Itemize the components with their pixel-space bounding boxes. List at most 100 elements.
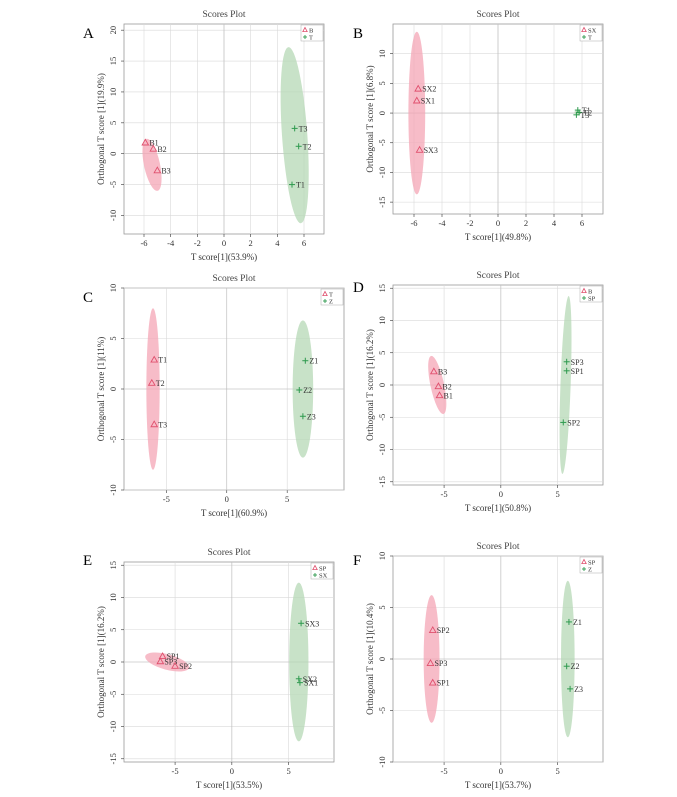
- data-point-sp1: [158, 652, 167, 660]
- data-point-b1: [435, 391, 444, 399]
- confidence-ellipse-sp: [145, 652, 190, 672]
- y-tick-label: 0: [108, 152, 118, 156]
- data-point-t2: [147, 378, 156, 386]
- data-point-b2: [149, 144, 158, 152]
- point-label: SP2: [567, 418, 580, 427]
- panel-a: A Scores Plot -6 -4 -2 0 2 4 6 -10 -5 0 5 10 15 20 T sco…: [83, 10, 325, 262]
- y-tick-label: 15: [108, 57, 118, 66]
- y-tick-label: -10: [108, 484, 118, 495]
- legend-marker-triangle: [581, 26, 587, 33]
- data-point-z3: [299, 413, 306, 420]
- point-label: B1: [444, 391, 453, 400]
- x-tick-label: -5: [441, 489, 448, 499]
- x-tick-label: 0: [225, 494, 229, 504]
- legend-marker-plus: [582, 35, 586, 39]
- panel-e: E Scores Plot -5 0 5 -15 -10 -5 0 5 10 15 T score[1]…: [83, 548, 335, 790]
- data-point-t1: [289, 181, 295, 188]
- point-label: Z3: [307, 412, 316, 421]
- panel-label: E: [83, 553, 92, 569]
- x-tick-label: -2: [466, 218, 473, 228]
- legend: SXT: [579, 24, 603, 41]
- data-point-b3: [429, 367, 438, 375]
- data-point-z2: [296, 387, 303, 394]
- data-point-sx3: [415, 145, 424, 153]
- y-tick-label: 0: [108, 387, 118, 391]
- y-tick-label: 10: [108, 88, 118, 97]
- panel-d: D Scores Plot -5 0 5 -15 -10 -5 0 5 10 15 T score[1]…: [353, 271, 604, 513]
- point-label: SX3: [424, 146, 438, 155]
- x-tick-label: 4: [275, 238, 280, 248]
- y-tick-label: -10: [108, 721, 118, 732]
- legend-marker-triangle: [302, 26, 308, 33]
- y-tick-label: 5: [377, 351, 387, 355]
- x-tick-label: 0: [499, 766, 503, 776]
- y-tick-label: 15: [108, 561, 118, 570]
- chart-title: Scores Plot: [207, 548, 250, 558]
- legend-marker-triangle: [581, 558, 587, 564]
- y-tick-label: 10: [108, 284, 118, 293]
- data-point-sp1: [563, 367, 570, 374]
- y-axis-label: Orthogonal T score [1](16.2%): [365, 329, 375, 441]
- y-axis-label: Orthogonal T score [1](19.9%): [96, 73, 106, 185]
- confidence-ellipse-sp: [559, 296, 572, 474]
- legend: BSP: [579, 285, 603, 302]
- point-label: SP1: [571, 367, 584, 376]
- y-tick-label: 0: [377, 657, 387, 661]
- legend-entry: SX: [319, 572, 328, 579]
- legend-marker-triangle: [312, 564, 318, 570]
- y-tick-label: -5: [377, 139, 387, 146]
- point-label: SP3: [164, 657, 177, 666]
- legend: BT: [300, 24, 324, 41]
- legend-entry: T: [588, 34, 592, 41]
- chart-title: Scores Plot: [476, 10, 519, 20]
- data-point-sp3: [563, 358, 570, 365]
- legend-marker-plus: [313, 573, 317, 577]
- legend-marker-triangle: [581, 287, 587, 294]
- point-label: SP2: [437, 626, 450, 635]
- point-label: Z1: [573, 618, 582, 627]
- x-tick-label: -5: [163, 494, 170, 504]
- legend-marker-plus: [323, 299, 327, 303]
- data-point-b3: [153, 166, 162, 174]
- point-label: B2: [442, 382, 451, 391]
- data-point-b1: [141, 138, 150, 146]
- x-tick-label: -2: [194, 238, 201, 248]
- point-label: SP3: [571, 358, 584, 367]
- panel-f: F Scores Plot -5 0 5 -10 -5 0 5 10 T score[1](53.7…: [353, 542, 604, 790]
- y-tick-label: 5: [108, 121, 118, 125]
- point-label: Z1: [309, 357, 318, 366]
- x-tick-label: 0: [222, 238, 226, 248]
- confidence-ellipse-sx: [289, 582, 309, 742]
- data-point-sp2: [171, 661, 180, 669]
- x-tick-label: 5: [555, 489, 559, 499]
- y-tick-label: -5: [108, 181, 118, 188]
- y-tick-label: -10: [377, 756, 387, 767]
- data-point-t1: [150, 355, 159, 363]
- data-point-sp2: [428, 626, 437, 634]
- x-tick-label: 2: [249, 238, 253, 248]
- legend-marker-plus: [582, 296, 586, 300]
- point-label: SX2: [422, 85, 436, 94]
- x-tick-label: 6: [302, 238, 306, 248]
- legend: TZ: [320, 288, 344, 305]
- data-point-sx2: [295, 675, 302, 682]
- point-label: T2: [303, 142, 312, 151]
- y-tick-label: 20: [108, 26, 118, 34]
- legend-entry: SX: [588, 27, 597, 34]
- legend-entry: Z: [329, 298, 333, 305]
- legend-entry: B: [309, 27, 314, 34]
- point-label: T3: [299, 124, 308, 133]
- data-point-sx2: [414, 84, 423, 92]
- y-tick-label: 5: [108, 336, 118, 340]
- chart-title: Scores Plot: [212, 274, 255, 284]
- point-label: SX2: [303, 675, 317, 684]
- x-tick-label: 4: [552, 218, 557, 228]
- data-point-t3: [150, 420, 159, 428]
- x-tick-label: -5: [172, 766, 179, 776]
- point-label: B3: [438, 367, 447, 376]
- point-label: SX3: [305, 619, 319, 628]
- y-tick-label: 0: [377, 111, 387, 115]
- legend-marker-triangle: [322, 290, 328, 297]
- y-axis-label: Orthogonal T score [1](16.2%): [96, 606, 106, 718]
